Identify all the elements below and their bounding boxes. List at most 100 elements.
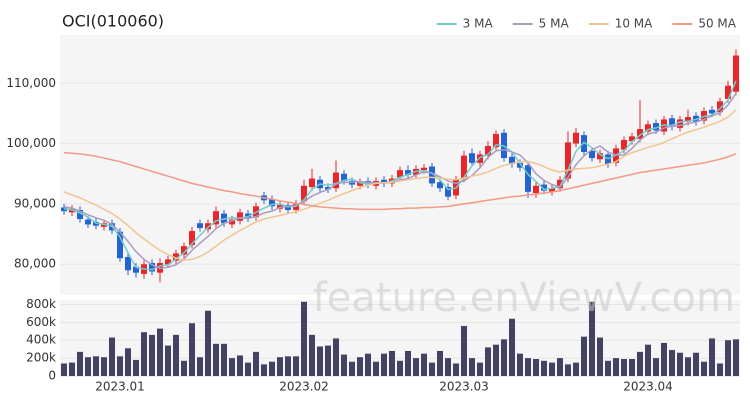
- volume-bar: [261, 364, 267, 376]
- volume-bar: [565, 364, 571, 376]
- volume-bar: [557, 358, 563, 376]
- y-tick-label: 0: [48, 369, 56, 383]
- volume-bar: [517, 353, 523, 376]
- y-tick-label: 400k: [26, 333, 56, 347]
- candle-body: [437, 182, 443, 189]
- candle-body: [597, 153, 603, 160]
- candle-body: [637, 129, 643, 139]
- y-tick-label: 200k: [26, 351, 56, 365]
- candle-body: [421, 167, 427, 171]
- volume-bar: [101, 357, 107, 376]
- volume-bar: [141, 332, 147, 376]
- legend-label: 50 MA: [698, 17, 736, 31]
- chart-title: OCI(010060): [62, 12, 164, 31]
- candle-body: [589, 150, 595, 159]
- volume-bar: [157, 328, 163, 376]
- candle-body: [509, 156, 515, 165]
- volume-bar: [325, 345, 331, 376]
- candle-body: [477, 154, 483, 163]
- volume-bar: [373, 361, 379, 376]
- volume-bar: [69, 362, 75, 376]
- x-tick-label: 2023.01: [95, 380, 145, 394]
- volume-bar: [317, 346, 323, 376]
- candle-body: [309, 178, 315, 188]
- legend-label: 10 MA: [615, 17, 653, 31]
- volume-bar: [149, 334, 155, 376]
- candle-body: [125, 256, 131, 271]
- candle-body: [621, 139, 627, 150]
- volume-bar: [269, 361, 275, 376]
- volume-bar: [357, 357, 363, 376]
- volume-bar: [701, 361, 707, 376]
- candle-body: [325, 187, 331, 190]
- legend-label: 3 MA: [463, 17, 494, 31]
- candle-body: [269, 199, 275, 207]
- volume-bar: [453, 363, 459, 376]
- candle-body: [557, 179, 563, 189]
- x-tick-label: 2023.02: [279, 380, 329, 394]
- volume-bar: [165, 345, 171, 376]
- y-tick-label: 100,000: [6, 136, 56, 150]
- volume-bar: [677, 352, 683, 376]
- volume-bar: [253, 351, 259, 376]
- volume-bar: [421, 353, 427, 376]
- volume-bar: [125, 348, 131, 376]
- candle-body: [357, 182, 363, 186]
- volume-bar: [501, 339, 507, 376]
- candle-body: [565, 142, 571, 179]
- volume-bar: [629, 359, 635, 376]
- candle-body: [397, 170, 403, 178]
- volume-bar: [605, 360, 611, 376]
- candle-body: [205, 223, 211, 230]
- candle-body: [469, 153, 475, 163]
- candle-body: [461, 155, 467, 179]
- volume-bar: [221, 343, 227, 376]
- candle-body: [85, 219, 91, 225]
- candle-body: [669, 118, 675, 127]
- x-tick-label: 2023.04: [623, 380, 673, 394]
- candle-body: [333, 172, 339, 189]
- volume-bar: [237, 355, 243, 376]
- volume-bar: [509, 318, 515, 376]
- volume-bar: [85, 357, 91, 376]
- y-tick-label: 90,000: [14, 196, 56, 210]
- volume-bar: [181, 360, 187, 376]
- candle-body: [429, 166, 435, 184]
- candle-body: [541, 184, 547, 191]
- candle-body: [229, 219, 235, 225]
- volume-bar: [685, 357, 691, 376]
- candle-body: [725, 85, 731, 99]
- candle-body: [197, 223, 203, 229]
- candle-body: [117, 231, 123, 259]
- volume-bar: [549, 362, 555, 376]
- candle-body: [709, 109, 715, 114]
- volume-bar: [717, 363, 723, 376]
- price-panel: [60, 35, 740, 295]
- candle-body: [189, 231, 195, 245]
- candle-body: [581, 135, 587, 153]
- volume-bar: [733, 339, 739, 376]
- volume-bar: [581, 336, 587, 376]
- candle-body: [165, 259, 171, 265]
- y-tick-label: 600k: [26, 315, 56, 329]
- ma-line: [63, 109, 737, 261]
- volume-bar: [709, 338, 715, 376]
- volume-bar: [477, 362, 483, 376]
- candle-body: [717, 101, 723, 113]
- volume-bar: [461, 325, 467, 376]
- volume-bar: [341, 354, 347, 376]
- volume-bar: [693, 352, 699, 376]
- candle-body: [629, 136, 635, 142]
- volume-bar: [61, 363, 67, 376]
- volume-bar: [525, 358, 531, 376]
- volume-bar: [205, 310, 211, 376]
- watermark: feature.enViewV.com: [313, 275, 735, 321]
- volume-bar: [189, 323, 195, 376]
- volume-bar: [493, 344, 499, 376]
- volume-bar: [197, 357, 203, 376]
- ma-line: [63, 93, 737, 270]
- volume-bar: [573, 362, 579, 376]
- legend-label: 5 MA: [539, 17, 570, 31]
- candle-body: [381, 179, 387, 184]
- volume-bar: [645, 344, 651, 376]
